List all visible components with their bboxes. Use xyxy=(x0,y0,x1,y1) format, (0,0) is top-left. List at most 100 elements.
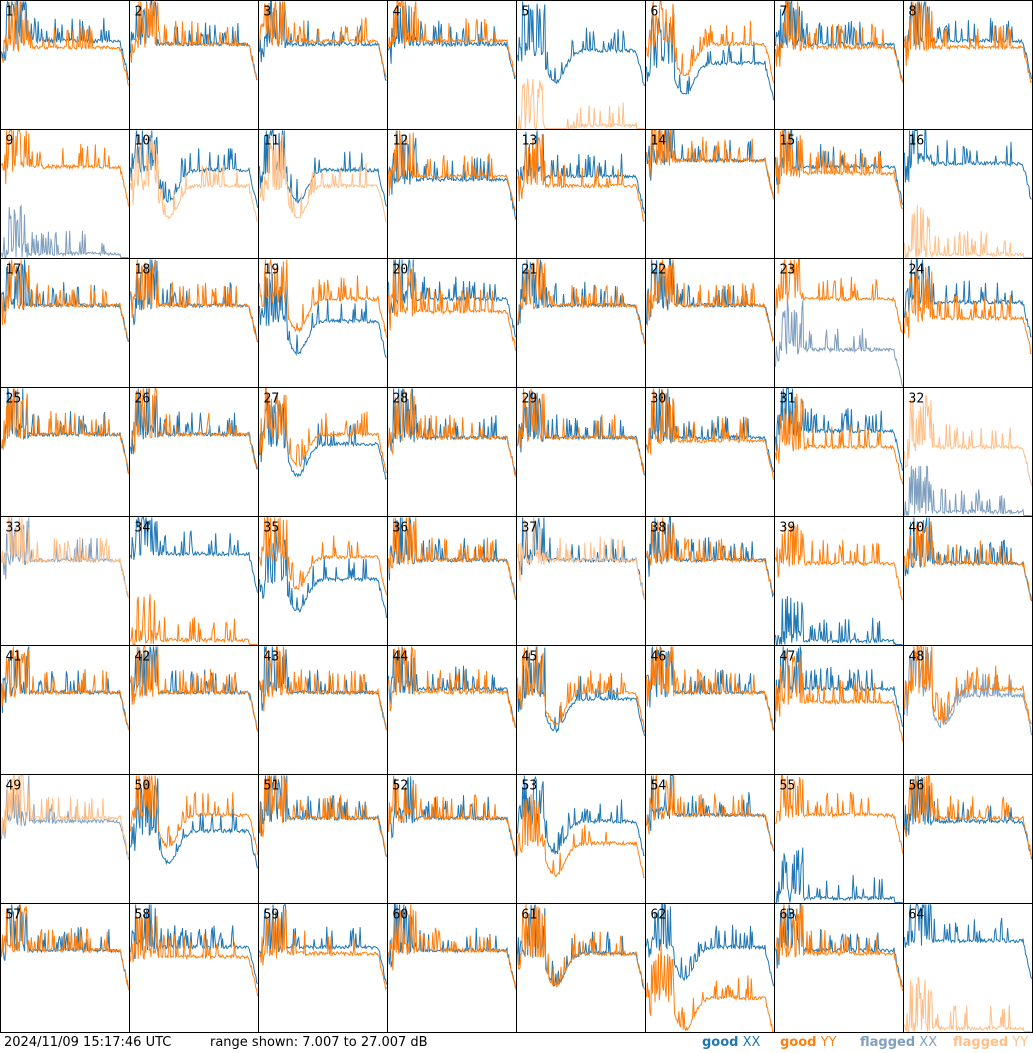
series-xx-50 xyxy=(130,778,258,869)
panel-label: 11 xyxy=(264,134,280,149)
panel-frame xyxy=(387,387,517,517)
series-xx-15 xyxy=(775,130,903,205)
series-yy-4 xyxy=(388,0,516,78)
series-yy-57 xyxy=(1,904,129,990)
series-yy-25 xyxy=(1,388,129,474)
series-yy-37 xyxy=(517,517,645,601)
panel-label: 49 xyxy=(6,779,22,794)
legend-good-yy-pol: YY xyxy=(820,1035,837,1050)
series-yy-18 xyxy=(130,259,258,342)
series-yy-3 xyxy=(259,1,387,78)
panel-11: 11 xyxy=(258,129,388,259)
panel-53: 53 xyxy=(516,774,646,904)
panel-41: 41 xyxy=(0,645,130,775)
series-yy-11 xyxy=(259,134,387,223)
series-xx-47 xyxy=(775,646,903,727)
series-yy-2 xyxy=(130,0,258,80)
panel-8: 8 xyxy=(903,0,1033,130)
panel-64: 64 xyxy=(903,902,1033,1033)
series-xx-23 xyxy=(775,298,903,387)
panel-frame xyxy=(258,258,388,388)
panel-label: 32 xyxy=(909,392,925,407)
panel-label: 62 xyxy=(651,908,667,923)
series-yy-48 xyxy=(904,646,1032,725)
series-yy-39 xyxy=(775,520,903,601)
panel-label: 58 xyxy=(135,908,151,923)
series-xx-45 xyxy=(517,646,645,737)
legend-flagged-yy-pol: YY xyxy=(1012,1035,1029,1050)
series-xx-5 xyxy=(517,1,645,87)
panel-label: 61 xyxy=(522,908,538,923)
panel-label: 63 xyxy=(780,908,796,923)
panel-label: 54 xyxy=(651,779,667,794)
panel-label: 13 xyxy=(522,134,538,149)
panel-label: 45 xyxy=(522,650,538,665)
series-yy-40 xyxy=(904,522,1032,601)
panel-frame xyxy=(774,0,904,130)
panel-31: 31 xyxy=(774,387,904,517)
panel-42: 42 xyxy=(129,645,259,775)
panel-21: 21 xyxy=(516,258,646,388)
panel-56: 56 xyxy=(903,774,1033,904)
panel-46: 46 xyxy=(645,645,775,775)
panel-54: 54 xyxy=(645,774,775,904)
panel-label: 48 xyxy=(909,650,925,665)
series-xx-13 xyxy=(517,130,645,214)
legend-flagged-yy: flagged YY xyxy=(953,1035,1028,1050)
series-yy-63 xyxy=(775,904,903,991)
series-yy-22 xyxy=(646,259,774,343)
series-xx-32 xyxy=(904,465,1032,518)
panel-label: 28 xyxy=(393,392,409,407)
panel-frame xyxy=(258,0,388,130)
series-yy-38 xyxy=(646,517,774,595)
panel-26: 26 xyxy=(129,387,259,517)
series-yy-27 xyxy=(259,388,387,474)
panel-19: 19 xyxy=(258,258,388,388)
panel-label: 35 xyxy=(264,521,280,536)
series-xx-12 xyxy=(388,130,516,220)
panel-14: 14 xyxy=(645,129,775,259)
series-yy-64 xyxy=(904,976,1032,1033)
panel-58: 58 xyxy=(129,903,259,1033)
series-yy-36 xyxy=(388,517,516,600)
series-yy-46 xyxy=(646,646,774,731)
series-yy-60 xyxy=(388,904,516,990)
series-yy-56 xyxy=(904,774,1032,859)
panel-label: 39 xyxy=(780,521,796,536)
panel-label: 22 xyxy=(651,263,667,278)
series-xx-27 xyxy=(259,393,387,480)
panel-33: 33 xyxy=(0,516,130,646)
series-yy-41 xyxy=(1,646,129,731)
series-yy-47 xyxy=(775,653,903,742)
panel-63: 63 xyxy=(774,903,904,1033)
series-yy-44 xyxy=(388,645,516,728)
panel-5: 5 xyxy=(516,0,646,130)
panel-frame xyxy=(774,645,904,775)
panel-59: 59 xyxy=(258,903,388,1033)
panel-label: 14 xyxy=(651,134,667,149)
panel-label: 37 xyxy=(522,521,538,536)
panel-55: 55 xyxy=(774,774,904,904)
panel-label: 55 xyxy=(780,779,796,794)
panel-label: 7 xyxy=(780,5,788,20)
range-text: range shown: 7.007 to 27.007 dB xyxy=(210,1035,428,1050)
series-xx-9 xyxy=(1,204,129,258)
series-yy-7 xyxy=(775,1,903,83)
panel-51: 51 xyxy=(258,774,388,904)
series-yy-32 xyxy=(904,394,1032,486)
series-yy-1 xyxy=(1,1,129,86)
panel-3: 3 xyxy=(258,0,388,130)
panel-48: 48 xyxy=(903,645,1033,775)
series-yy-28 xyxy=(388,388,516,477)
panel-24: 24 xyxy=(903,258,1033,388)
panel-7: 7 xyxy=(774,0,904,130)
panel-25: 25 xyxy=(0,387,130,517)
panel-label: 42 xyxy=(135,650,151,665)
series-yy-14 xyxy=(646,130,774,200)
panel-18: 18 xyxy=(129,258,259,388)
panel-45: 45 xyxy=(516,645,646,775)
series-xx-49 xyxy=(1,775,129,860)
series-xx-38 xyxy=(646,517,774,598)
panel-frame xyxy=(516,645,646,775)
panel-frame xyxy=(0,387,130,517)
